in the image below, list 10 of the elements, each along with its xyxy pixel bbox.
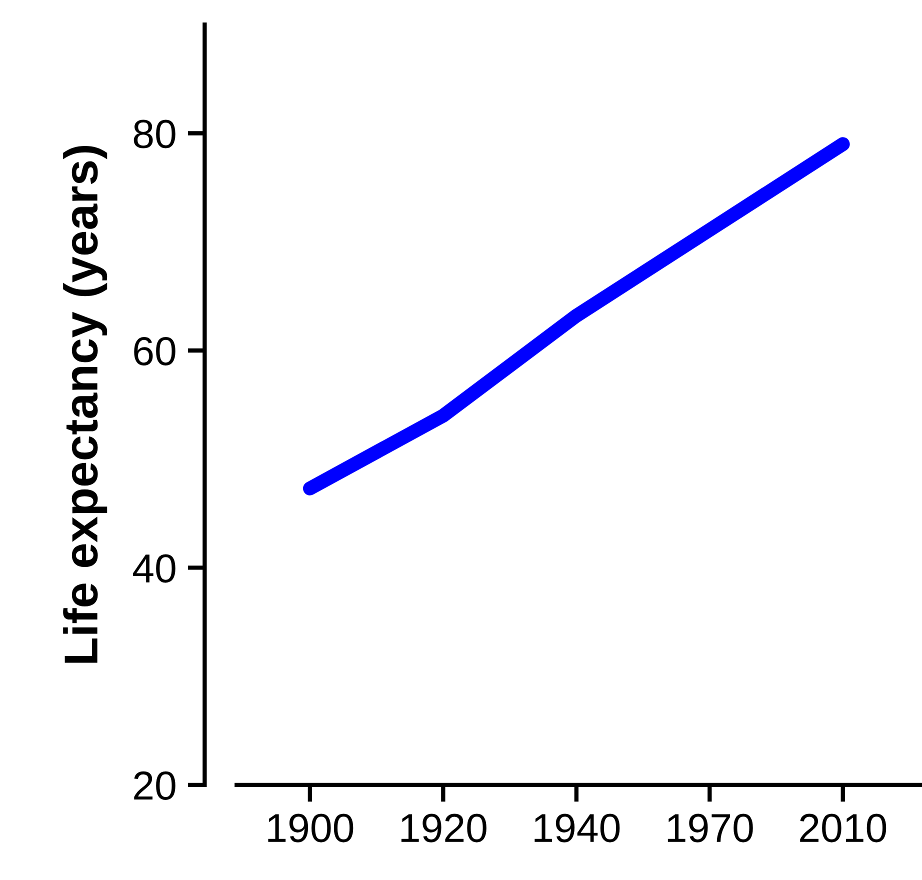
y-tick-label: 20	[134, 771, 176, 800]
x-tick-label: 2010	[800, 814, 886, 842]
x-tick-label: 1940	[534, 814, 620, 842]
x-tick-label: 1900	[268, 814, 354, 842]
y-axis-title: Life expectancy (years)	[63, 146, 108, 663]
y-tick-label: 60	[134, 336, 176, 366]
x-tick-label: 1920	[401, 814, 486, 842]
y-tick-label: 40	[133, 554, 176, 583]
y-tick-label: 80	[134, 120, 176, 148]
x-tick-label: 1970	[668, 814, 753, 842]
